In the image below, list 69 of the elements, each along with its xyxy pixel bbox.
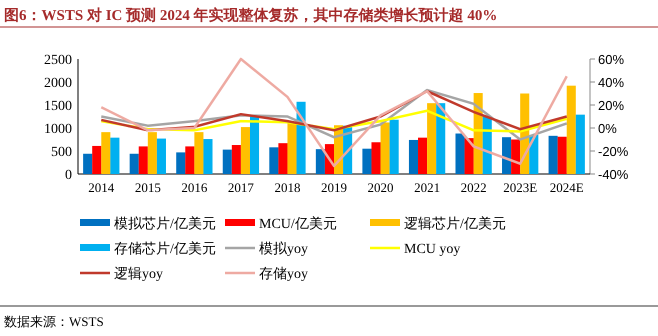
legend-label: MCU yoy bbox=[404, 242, 460, 257]
bar bbox=[502, 137, 512, 174]
bar bbox=[148, 132, 157, 174]
y-tick-label: 500 bbox=[51, 145, 72, 160]
legend-label: 存储yoy bbox=[259, 266, 308, 282]
x-tick-label: 2017 bbox=[228, 180, 254, 195]
x-tick-label: 2015 bbox=[134, 180, 161, 195]
y-tick-label: 2500 bbox=[44, 53, 72, 68]
y-tick-label: 2000 bbox=[44, 76, 72, 91]
bar bbox=[185, 146, 194, 174]
bar bbox=[316, 149, 325, 174]
bar bbox=[380, 122, 390, 174]
bar bbox=[408, 140, 418, 174]
bar bbox=[110, 138, 120, 174]
legend-label: 存储芯片/亿美元 bbox=[114, 241, 216, 257]
bar bbox=[130, 154, 139, 174]
chart-title: 图6：WSTS 对 IC 预测 2024 年实现整体复苏，其中存储类增长预计超 40% bbox=[4, 6, 498, 24]
bar bbox=[436, 103, 446, 174]
bar bbox=[287, 122, 297, 174]
bar bbox=[101, 132, 110, 174]
bar bbox=[138, 146, 148, 174]
bar bbox=[250, 116, 260, 174]
legend-label: 模拟芯片/亿美元 bbox=[114, 216, 216, 232]
bar bbox=[203, 139, 213, 174]
x-tick-label: 2023E bbox=[503, 180, 538, 195]
y-tick-label: 1000 bbox=[44, 122, 72, 137]
x-tick-label: 2019 bbox=[321, 180, 347, 195]
bar bbox=[240, 127, 250, 174]
bar bbox=[548, 136, 558, 174]
x-tick-label: 2014 bbox=[88, 180, 115, 195]
y2-tick-label: 20% bbox=[598, 98, 624, 113]
x-tick-label: 2021 bbox=[414, 180, 440, 195]
source-note: 数据来源：WSTS bbox=[4, 314, 104, 329]
y2-tick-label: 40% bbox=[598, 75, 624, 90]
bar bbox=[176, 152, 186, 174]
bar bbox=[464, 138, 474, 174]
x-tick-label: 2016 bbox=[181, 180, 208, 195]
legend-label: 逻辑芯片/亿美元 bbox=[404, 216, 506, 232]
bar bbox=[156, 138, 166, 174]
legend-label: 模拟yoy bbox=[259, 241, 308, 257]
bar bbox=[269, 147, 278, 174]
y-tick-label: 1500 bbox=[44, 99, 72, 114]
bar bbox=[362, 148, 372, 174]
bar bbox=[83, 154, 92, 174]
bar bbox=[194, 132, 204, 174]
x-tick-label: 2020 bbox=[368, 180, 394, 195]
bar bbox=[558, 136, 567, 174]
legend-label: MCU/亿美元 bbox=[259, 216, 337, 232]
y2-tick-label: -40% bbox=[598, 167, 629, 182]
bar bbox=[427, 103, 436, 174]
y2-tick-label: -20% bbox=[598, 144, 629, 159]
bar bbox=[371, 142, 381, 174]
bar bbox=[511, 140, 520, 174]
bar bbox=[576, 114, 585, 174]
bar bbox=[232, 145, 241, 174]
bar bbox=[390, 120, 399, 174]
y-tick-label: 0 bbox=[65, 168, 72, 183]
y2-tick-label: 0% bbox=[598, 121, 618, 136]
x-tick-label: 2024E bbox=[550, 180, 584, 195]
legend-label: 逻辑yoy bbox=[114, 266, 163, 282]
bar bbox=[92, 146, 102, 174]
bar bbox=[418, 138, 428, 174]
bar bbox=[222, 150, 232, 174]
y2-tick-label: 60% bbox=[598, 52, 624, 67]
x-tick-label: 2022 bbox=[460, 180, 487, 195]
x-tick-label: 2018 bbox=[274, 180, 300, 195]
bar bbox=[278, 143, 288, 174]
bar bbox=[566, 86, 576, 174]
bar bbox=[455, 134, 465, 174]
